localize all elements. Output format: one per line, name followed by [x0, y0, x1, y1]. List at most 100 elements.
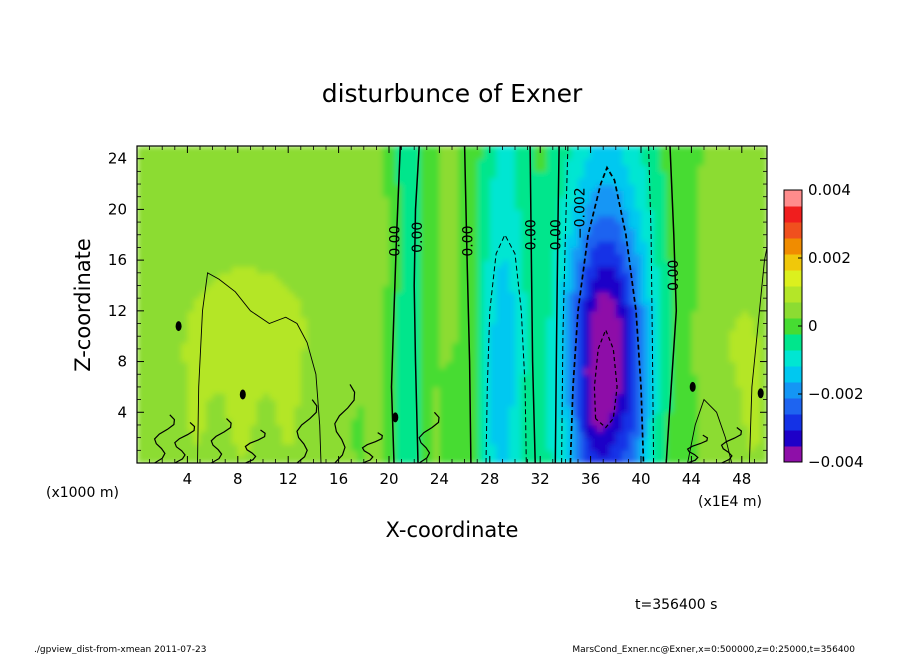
- field-cell: [162, 431, 170, 439]
- field-cell: [294, 152, 302, 160]
- field-cell: [244, 342, 251, 350]
- field-cell: [596, 171, 604, 179]
- field-cell: [445, 437, 453, 445]
- field-cell: [470, 253, 478, 261]
- field-cell: [313, 310, 321, 318]
- field-cell: [250, 374, 258, 382]
- field-cell: [307, 196, 314, 204]
- field-cell: [502, 177, 510, 185]
- field-cell: [439, 310, 447, 318]
- field-cell: [685, 412, 692, 420]
- field-cell: [546, 437, 554, 445]
- field-cell: [162, 266, 170, 274]
- field-cell: [672, 266, 680, 274]
- field-cell: [722, 367, 730, 375]
- field-cell: [760, 291, 767, 299]
- field-cell: [395, 329, 403, 337]
- field-cell: [697, 291, 705, 299]
- field-cell: [603, 171, 611, 179]
- field-cell: [149, 247, 157, 255]
- field-cell: [212, 285, 220, 293]
- field-cell: [596, 443, 604, 451]
- field-cell: [596, 260, 604, 268]
- field-cell: [735, 298, 743, 306]
- field-cell: [225, 310, 233, 318]
- field-cell: [691, 393, 699, 401]
- field-cell: [559, 380, 566, 388]
- field-cell: [307, 393, 314, 401]
- field-cell: [596, 348, 604, 356]
- field-cell: [546, 146, 554, 153]
- field-cell: [521, 361, 529, 369]
- field-cell: [137, 443, 144, 451]
- field-cell: [609, 412, 617, 420]
- field-cell: [678, 348, 686, 356]
- field-cell: [382, 152, 390, 160]
- field-cell: [716, 336, 724, 344]
- field-cell: [244, 367, 251, 375]
- field-cell: [653, 342, 661, 350]
- field-cell: [735, 196, 743, 204]
- field-cell: [552, 215, 560, 223]
- field-cell: [710, 329, 718, 337]
- field-cell: [502, 393, 510, 401]
- field-cell: [326, 348, 333, 356]
- field-cell: [470, 380, 478, 388]
- field-cell: [313, 171, 321, 179]
- field-cell: [735, 418, 743, 426]
- field-cell: [300, 165, 308, 172]
- field-cell: [691, 310, 699, 318]
- field-cell: [256, 456, 264, 463]
- field-cell: [420, 234, 428, 242]
- field-cell: [181, 443, 188, 451]
- field-cell: [275, 418, 283, 426]
- field-cell: [363, 450, 371, 458]
- field-cell: [477, 209, 485, 217]
- field-cell: [477, 272, 485, 280]
- field-cell: [622, 152, 629, 160]
- field-cell: [263, 412, 270, 420]
- field-cell: [515, 348, 522, 356]
- field-cell: [338, 215, 346, 223]
- field-cell: [697, 437, 705, 445]
- field-cell: [288, 165, 296, 172]
- field-cell: [401, 386, 409, 394]
- field-cell: [225, 329, 233, 337]
- field-cell: [716, 209, 724, 217]
- field-cell: [281, 399, 289, 407]
- field-cell: [237, 304, 245, 312]
- field-cell: [269, 272, 277, 280]
- field-cell: [565, 158, 573, 166]
- field-cell: [559, 266, 566, 274]
- field-cell: [584, 260, 592, 268]
- field-cell: [735, 165, 743, 172]
- field-cell: [647, 348, 655, 356]
- field-cell: [212, 424, 220, 432]
- field-cell: [533, 146, 541, 153]
- field-cell: [294, 196, 302, 204]
- field-cell: [225, 317, 233, 325]
- field-cell: [225, 348, 233, 356]
- field-cell: [691, 228, 699, 236]
- field-cell: [174, 329, 182, 337]
- field-cell: [697, 361, 705, 369]
- field-cell: [237, 367, 245, 375]
- field-cell: [382, 209, 390, 217]
- field-cell: [527, 437, 535, 445]
- field-cell: [319, 317, 327, 325]
- field-cell: [754, 393, 762, 401]
- field-cell: [634, 184, 642, 191]
- field-cell: [256, 374, 264, 382]
- field-cell: [382, 342, 390, 350]
- field-cell: [452, 424, 459, 432]
- field-cell: [206, 367, 214, 375]
- field-cell: [666, 310, 674, 318]
- field-cell: [704, 279, 711, 287]
- field-cell: [313, 323, 321, 331]
- field-cell: [704, 304, 711, 312]
- field-cell: [420, 304, 428, 312]
- field-cell: [206, 342, 214, 350]
- field-cell: [603, 152, 611, 160]
- field-cell: [338, 450, 346, 458]
